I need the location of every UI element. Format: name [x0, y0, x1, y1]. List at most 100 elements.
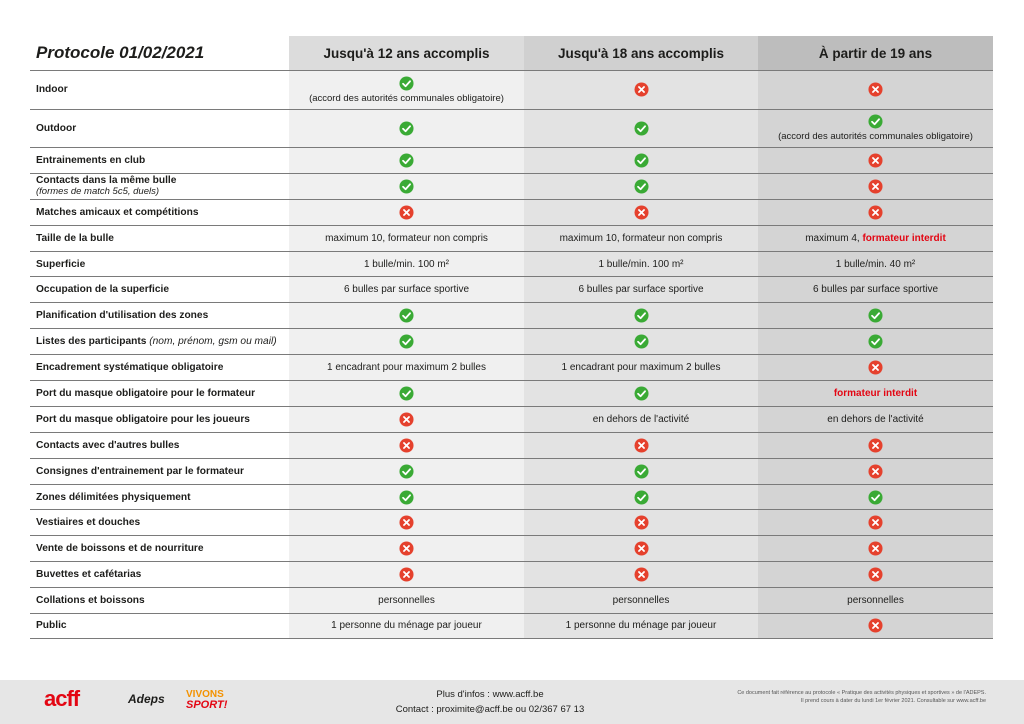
cell-text: 1 personne du ménage par joueur: [566, 620, 717, 631]
table-cell: [289, 173, 524, 199]
column-header-12: Jusqu'à 12 ans accomplis: [289, 36, 524, 70]
table-cell: [758, 173, 993, 199]
table-row: Outdoor (accord des autorités communales …: [30, 108, 993, 148]
table-cell: [289, 432, 524, 458]
table-cell: [524, 71, 758, 109]
table-cell: maximum 4, formateur interdit: [758, 225, 993, 251]
table-cell: 1 encadrant pour maximum 2 bulles: [289, 355, 524, 381]
row-label-text: Contacts dans la même bulle: [36, 175, 177, 187]
row-label-text: Buvettes et cafétarias: [36, 569, 142, 581]
cell-text: personnelles: [613, 595, 670, 606]
cell-value: maximum 10, formateur non compris: [559, 232, 723, 244]
check-circle-icon: [633, 386, 649, 401]
info-link[interactable]: Plus d'infos : www.acff.be: [436, 689, 544, 700]
table-cell: [758, 355, 993, 381]
vivons-sport-logo[interactable]: VIVONS SPORT!: [186, 689, 227, 711]
table-row: Vente de boissons et de nourriture: [30, 535, 993, 562]
row-label: Port du masque obligatoire pour les joue…: [30, 407, 289, 432]
table-cell: 6 bulles par surface sportive: [289, 277, 524, 303]
row-label: Buvettes et cafétarias: [30, 562, 289, 587]
table-row: Contacts dans la même bulle (formes de ma…: [30, 172, 993, 199]
row-label: Planification d'utilisation des zones: [30, 303, 289, 328]
table-cell: [289, 510, 524, 536]
check-circle-icon: [633, 153, 649, 168]
table-cell: [289, 406, 524, 432]
row-label-text: Superficie: [36, 258, 86, 270]
table-cell: [524, 458, 758, 484]
cross-circle-icon: [868, 618, 883, 633]
table-row: Buvettes et cafétarias: [30, 561, 993, 588]
table-cell: formateur interdit: [758, 381, 993, 406]
table-cell: [758, 536, 993, 562]
cell-text: 1 encadrant pour maximum 2 bulles: [327, 362, 486, 373]
cell-value: 1 bulle/min. 100 m²: [363, 258, 450, 270]
warning-text: formateur interdit: [833, 387, 918, 399]
cell-value: 1 personne du ménage par joueur: [565, 620, 717, 632]
cell-text: maximum 10, formateur non compris: [325, 233, 488, 244]
warning-text: formateur interdit: [862, 232, 946, 244]
cell-value: 6 bulles par surface sportive: [812, 284, 939, 296]
table-cell: en dehors de l'activité: [524, 406, 758, 432]
table-header: Protocole 01/02/2021 Jusqu'à 12 ans acco…: [30, 36, 993, 70]
cell-text: 6 bulles par surface sportive: [578, 284, 703, 295]
row-label-text: Occupation de la superficie: [36, 284, 170, 296]
row-label-text: Taille de la bulle: [36, 232, 114, 244]
cross-circle-icon: [868, 438, 883, 453]
cell-value: 6 bulles par surface sportive: [343, 284, 470, 296]
contact-line[interactable]: Contact : proximite@acff.be ou 02/367 67…: [395, 704, 585, 715]
cell-value: personnelles: [378, 595, 435, 607]
cell-value: 1 bulle/min. 100 m²: [598, 258, 684, 270]
legal-note-line-2: Il prend cours à dater du lundi 1er févr…: [800, 697, 986, 704]
row-label: Contacts avec d'autres bulles: [30, 433, 289, 458]
cell-value: maximum 10, formateur non compris: [325, 232, 488, 244]
table-cell: [524, 148, 758, 173]
table-row: Occupation de la superficie 6 bulles par …: [30, 276, 993, 303]
check-circle-icon: [399, 464, 414, 479]
check-circle-icon: [633, 464, 649, 479]
table-cell: [758, 432, 993, 458]
cross-circle-icon: [633, 82, 649, 97]
check-circle-icon: [399, 179, 414, 194]
cell-text: 6 bulles par surface sportive: [344, 284, 469, 295]
table-cell: [289, 109, 524, 147]
table-row: Encadrement systématique obligatoire 1 en…: [30, 354, 993, 381]
cell-text: en dehors de l'activité: [827, 414, 923, 425]
table-cell: [289, 148, 524, 173]
table-cell: [758, 148, 993, 173]
table-row: Listes des participants (nom, prénom, gs…: [30, 328, 993, 355]
row-label-text: Zones délimitées physiquement: [36, 491, 191, 503]
table-cell: [524, 381, 758, 406]
cell-note: (accord des autorités communales obligat…: [309, 92, 504, 104]
column-header-18: Jusqu'à 18 ans accomplis: [524, 36, 758, 70]
table-cell: [758, 510, 993, 536]
cell-text: 1 bulle/min. 40 m²: [836, 259, 915, 270]
table-row: Collations et boissons personnelles person…: [30, 587, 993, 614]
cell-text: maximum 4, formateur interdit: [805, 233, 946, 244]
row-label: Outdoor: [30, 110, 289, 148]
table-row: Vestiaires et douches: [30, 509, 993, 536]
cell-value: personnelles: [847, 595, 904, 607]
table-cell: [758, 303, 993, 329]
acff-logo[interactable]: acff: [44, 686, 80, 711]
cross-circle-icon: [868, 464, 883, 479]
row-label-text: Matches amicaux et compétitions: [36, 206, 199, 218]
check-circle-icon: [633, 334, 649, 349]
row-label-text: Collations et boissons: [36, 595, 145, 607]
row-label-text: Vente de boissons et de nourriture: [36, 543, 204, 555]
cell-text: formateur interdit: [834, 388, 917, 399]
legal-note-line-1: Ce document fait référence au protocole …: [737, 690, 986, 696]
check-circle-icon: [399, 308, 414, 323]
check-circle-icon: [633, 179, 649, 194]
table-row: Indoor (accord des autorités communales o…: [30, 70, 993, 109]
column-header-19: À partir de 19 ans: [758, 36, 993, 70]
cross-circle-icon: [868, 360, 883, 375]
row-label: Matches amicaux et compétitions: [30, 200, 289, 225]
check-circle-icon: [868, 334, 883, 349]
cell-text: 6 bulles par surface sportive: [813, 284, 938, 295]
check-circle-icon: [399, 153, 414, 168]
adeps-logo[interactable]: Adeps: [128, 692, 165, 706]
cross-circle-icon: [633, 205, 649, 220]
check-circle-icon: [399, 76, 414, 91]
page-title: Protocole 01/02/2021: [36, 43, 205, 62]
row-label-line: Listes des participants (nom, prénom, gs…: [36, 336, 289, 347]
